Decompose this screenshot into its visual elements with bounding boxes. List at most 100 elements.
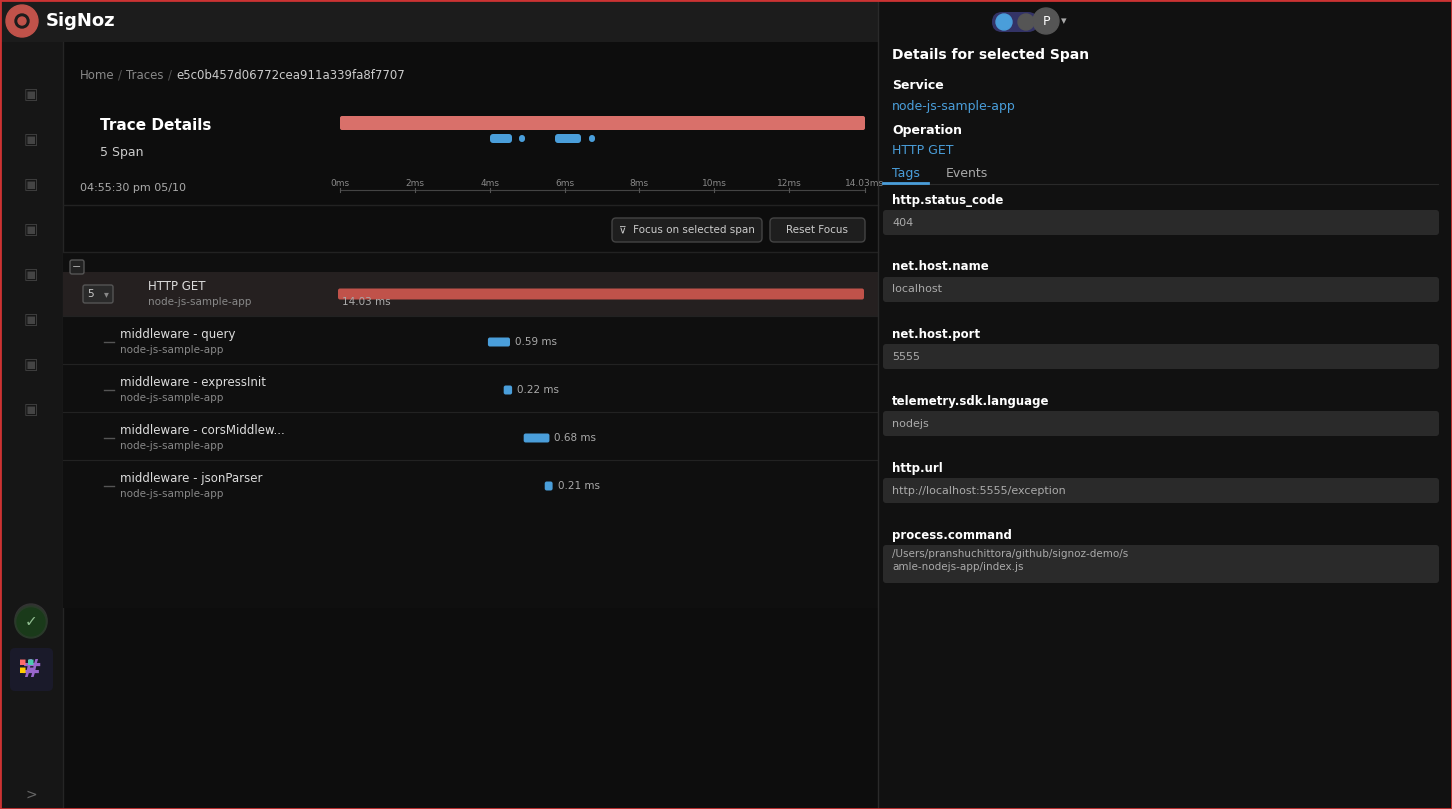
Text: 0.22 ms: 0.22 ms [517,385,559,395]
Text: ▣: ▣ [23,177,38,193]
Text: ▾: ▾ [103,289,109,299]
FancyBboxPatch shape [590,135,595,142]
Text: 12ms: 12ms [777,179,802,188]
FancyBboxPatch shape [489,134,513,143]
Text: e5c0b457d06772cea911a339fa8f7707: e5c0b457d06772cea911a339fa8f7707 [176,69,405,82]
Text: process.command: process.command [892,528,1012,541]
FancyBboxPatch shape [992,12,1038,32]
FancyBboxPatch shape [488,337,510,346]
Text: Operation: Operation [892,124,963,137]
Text: middleware - expressInit: middleware - expressInit [121,375,266,388]
Text: net.host.name: net.host.name [892,260,989,273]
Text: node-js-sample-app: node-js-sample-app [121,441,224,451]
Text: Events: Events [947,167,989,180]
Circle shape [996,14,1012,30]
FancyBboxPatch shape [524,434,549,443]
Bar [0,42,62,809]
Bar [62,42,878,809]
Bar [0,0,1452,42]
FancyBboxPatch shape [770,218,865,242]
FancyBboxPatch shape [70,260,84,274]
Text: node-js-sample-app: node-js-sample-app [121,345,224,355]
Text: 0.21 ms: 0.21 ms [558,481,600,491]
Text: 5555: 5555 [892,351,921,362]
Text: ▣: ▣ [23,222,38,238]
FancyBboxPatch shape [518,135,526,142]
Text: Home: Home [80,69,115,82]
Text: ▪: ▪ [28,665,35,675]
Circle shape [15,604,46,636]
Text: 14.03 ms: 14.03 ms [343,297,391,307]
Text: 5 Span: 5 Span [100,146,144,159]
Text: 0.68 ms: 0.68 ms [555,433,597,443]
Text: ▣: ▣ [23,133,38,147]
Text: 2ms: 2ms [405,179,424,188]
Text: /: / [118,69,122,82]
Text: ✓: ✓ [25,615,38,629]
Text: ▣: ▣ [23,312,38,328]
Circle shape [1032,8,1059,34]
Text: Traces: Traces [126,69,164,82]
Text: ▪: ▪ [28,657,35,667]
Bar [62,272,878,316]
Text: 5: 5 [87,289,94,299]
FancyBboxPatch shape [10,648,54,691]
Circle shape [1018,14,1034,30]
Circle shape [15,14,29,28]
Text: P: P [1043,15,1050,28]
FancyBboxPatch shape [611,218,762,242]
FancyBboxPatch shape [504,386,513,395]
Text: ▣: ▣ [23,268,38,282]
Text: 0ms: 0ms [331,179,350,188]
Text: node-js-sample-app: node-js-sample-app [148,297,251,307]
Bar [878,0,1452,809]
Text: ▪: ▪ [19,657,26,667]
Text: SigNoz: SigNoz [46,12,116,30]
Text: middleware - corsMiddlew...: middleware - corsMiddlew... [121,423,285,437]
Text: >: > [25,788,36,802]
FancyBboxPatch shape [883,411,1439,436]
Text: http.url: http.url [892,461,942,475]
Text: 8ms: 8ms [630,179,649,188]
FancyBboxPatch shape [883,545,1439,583]
FancyBboxPatch shape [883,478,1439,503]
FancyBboxPatch shape [544,481,553,490]
FancyBboxPatch shape [883,210,1439,235]
Text: 4ms: 4ms [481,179,499,188]
Text: /Users/pranshuchittora/github/signoz-demo/s: /Users/pranshuchittora/github/signoz-dem… [892,549,1128,559]
Text: node-js-sample-app: node-js-sample-app [121,489,224,499]
Text: 04:55:30 pm 05/10: 04:55:30 pm 05/10 [80,183,186,193]
Text: HTTP GET: HTTP GET [892,143,954,156]
Text: ▾: ▾ [1061,16,1067,26]
Text: HTTP GET: HTTP GET [148,279,206,293]
Text: middleware - query: middleware - query [121,328,235,341]
Text: node-js-sample-app: node-js-sample-app [121,393,224,403]
Text: Details for selected Span: Details for selected Span [892,48,1089,62]
Circle shape [17,17,26,25]
FancyBboxPatch shape [555,134,581,143]
FancyBboxPatch shape [883,277,1439,302]
Text: /: / [168,69,171,82]
Text: http.status_code: http.status_code [892,193,1003,206]
FancyBboxPatch shape [338,289,864,299]
Text: localhost: localhost [892,285,942,294]
Text: 14.03ms: 14.03ms [845,179,884,188]
Text: http://localhost:5555/exception: http://localhost:5555/exception [892,485,1066,495]
Circle shape [15,606,46,638]
Text: #: # [20,658,42,682]
FancyBboxPatch shape [340,116,865,130]
Text: net.host.port: net.host.port [892,328,980,341]
Text: node-js-sample-app: node-js-sample-app [892,100,1016,112]
Text: ▣: ▣ [23,358,38,372]
Text: 0.59 ms: 0.59 ms [515,337,558,347]
Text: Reset Focus: Reset Focus [787,225,848,235]
Text: amle-nodejs-app/index.js: amle-nodejs-app/index.js [892,562,1024,572]
Text: middleware - jsonParser: middleware - jsonParser [121,472,263,485]
Text: Tags: Tags [892,167,921,180]
FancyBboxPatch shape [883,344,1439,369]
Text: ⊽  Focus on selected span: ⊽ Focus on selected span [619,225,755,235]
Text: nodejs: nodejs [892,418,929,429]
Text: ▣: ▣ [23,87,38,103]
Text: Service: Service [892,78,944,91]
Text: ▪: ▪ [19,665,26,675]
